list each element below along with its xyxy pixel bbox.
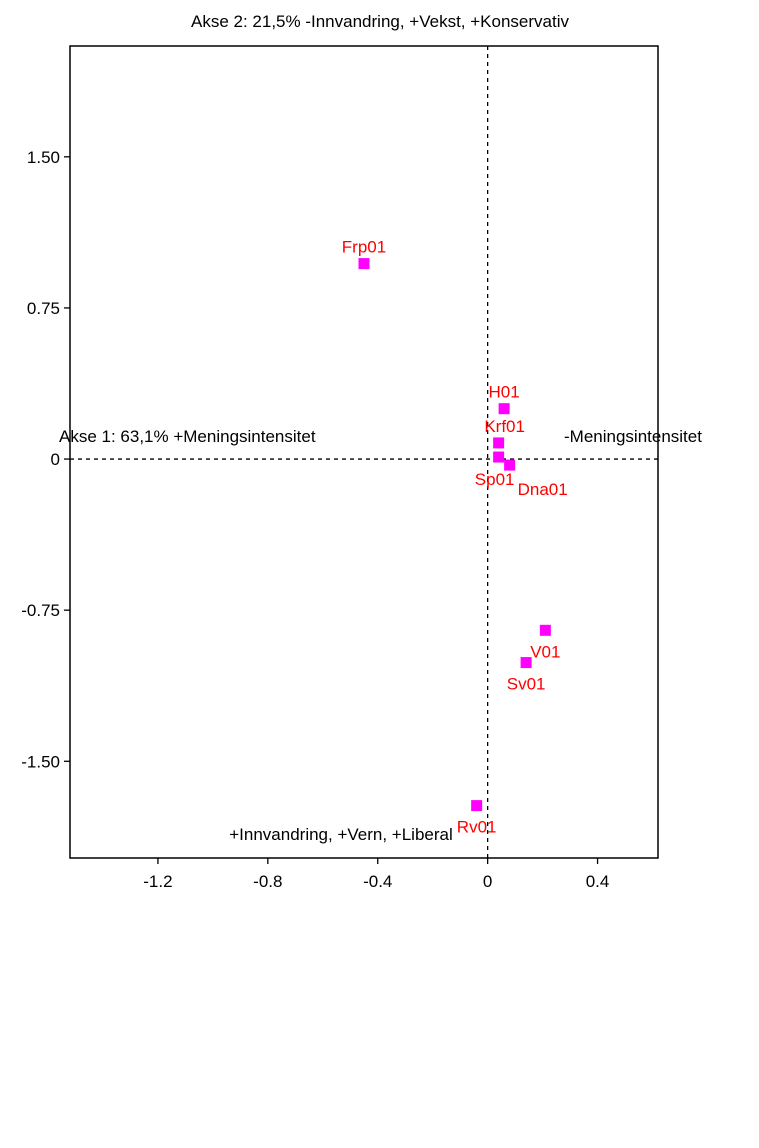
y-tick-label: 0 [51,450,60,469]
data-point-marker [358,258,370,270]
x-tick-label: 0.4 [586,872,610,891]
data-point-label: Rv01 [457,818,497,837]
axis-ticks: 1.50 0.75 0 -0.75 -1.50 -1.2 -0.8 -0.4 0 0.4 [21,148,609,891]
x-tick-label: 0 [483,872,492,891]
plot-frame [69,45,659,859]
y-tick-label: -0.75 [21,601,60,620]
data-point-marker [498,403,510,415]
x-tick-label: -0.4 [363,872,392,891]
axis-label-left: Akse 1: 63,1% +Meningsintensitet [59,427,316,446]
axis-label-bottom: +Innvandring, +Vern, +Liberal [229,825,453,844]
data-point-marker [471,800,483,812]
data-point-marker [504,459,516,471]
data-point-marker [520,657,532,669]
x-tick-label: -0.8 [253,872,282,891]
y-tick-label: 1.50 [27,148,60,167]
data-point-label: Krf01 [484,417,525,436]
data-point-marker [493,437,505,449]
origin-lines [70,46,658,858]
axis-labels: Akse 1: 63,1% +Meningsintensitet -Mening… [59,427,702,844]
y-tick-label: 0.75 [27,299,60,318]
data-point-label: Sv01 [507,675,546,694]
data-point-label: Dna01 [518,480,568,499]
axis-label-right: -Meningsintensitet [564,427,702,446]
data-point-marker [539,624,551,636]
data-point-marker [493,451,505,463]
data-point-label: H01 [489,383,520,402]
data-point-label: V01 [530,642,560,661]
data-point-label: Frp01 [342,238,386,257]
x-tick-label: -1.2 [143,872,172,891]
y-tick-label: -1.50 [21,752,60,771]
data-point-label: Sp01 [475,470,515,489]
chart-title: Akse 2: 21,5% -Innvandring, +Vekst, +Kon… [191,12,569,31]
